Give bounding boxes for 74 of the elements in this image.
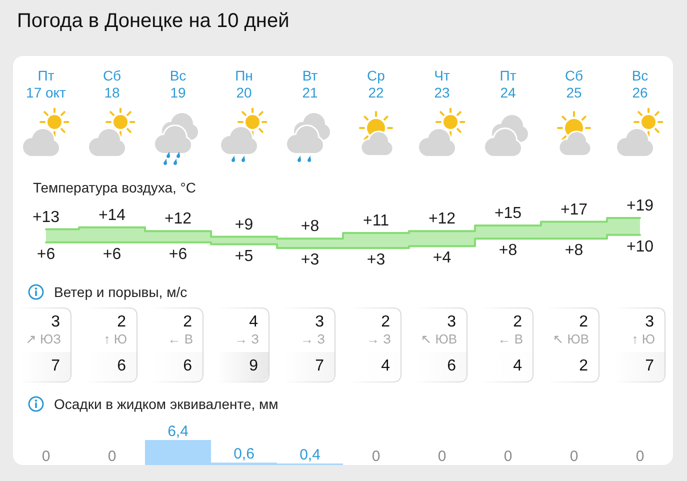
data-label: 4 xyxy=(249,314,258,330)
chart-title: Погода в Донецке на 10 дней xyxy=(17,10,290,32)
data-label: +5 xyxy=(234,248,254,265)
data-label: +12 xyxy=(428,210,456,228)
data-label: 7 xyxy=(51,358,60,374)
data-label: +11 xyxy=(363,212,390,230)
data-label: 0 xyxy=(636,448,644,465)
data-label: 6,4 xyxy=(168,423,188,440)
data-label: +12 xyxy=(164,210,192,228)
data-label: 2 xyxy=(579,314,588,330)
data-label: 2 xyxy=(381,314,390,330)
data-label: 2 xyxy=(183,314,192,330)
data-label: 2 xyxy=(117,314,126,330)
data-label: +10 xyxy=(626,238,654,256)
data-label: 6 xyxy=(117,358,126,374)
category-label: ↖ ЮВ xyxy=(552,332,589,346)
data-label: 3 xyxy=(447,314,456,330)
data-label: +8 xyxy=(498,242,518,260)
chart-title: Осадки в жидком эквиваленте, мм xyxy=(54,396,278,412)
y-axis-title: Температура воздуха, °C xyxy=(33,180,196,196)
category-label: ↗ ЮЗ xyxy=(26,332,62,346)
data-label: +8 xyxy=(300,218,320,236)
x-tick-label: Вс 26 xyxy=(632,68,648,100)
data-label: 0 xyxy=(438,448,446,465)
data-label: 3 xyxy=(315,314,324,330)
data-label: +17 xyxy=(560,201,588,218)
data-label: +13 xyxy=(32,208,60,226)
x-tick-label: Пт 17 окт xyxy=(26,68,67,100)
x-tick-label: Вс 19 xyxy=(170,68,186,100)
x-tick-label: Сб 18 xyxy=(102,68,122,100)
data-label: +6 xyxy=(168,246,188,263)
data-label: 0 xyxy=(108,448,116,465)
data-label: +9 xyxy=(234,216,254,234)
data-label: +15 xyxy=(494,205,522,222)
data-label: +8 xyxy=(564,242,584,260)
data-label: +6 xyxy=(36,246,56,263)
data-label: +3 xyxy=(300,252,320,268)
data-label: 0,6 xyxy=(234,446,254,463)
x-tick-label: Чт 23 xyxy=(434,68,450,100)
category-label: → З xyxy=(366,332,392,346)
data-label: 6 xyxy=(447,358,456,374)
x-tick-label: Пт 24 xyxy=(500,68,517,100)
data-label: 6 xyxy=(183,358,192,374)
data-label: +3 xyxy=(366,252,386,268)
data-label: +6 xyxy=(102,246,122,263)
data-label: 3 xyxy=(645,314,654,330)
data-label: +14 xyxy=(98,206,126,224)
data-label: +19 xyxy=(626,198,654,214)
data-label: 7 xyxy=(315,358,324,374)
category-label: ← В xyxy=(168,332,193,346)
data-label: 2 xyxy=(513,314,522,330)
data-label: 3 xyxy=(51,314,60,330)
data-label: 4 xyxy=(513,358,522,374)
category-label: ↖ ЮВ xyxy=(420,332,457,346)
category-label: ← В xyxy=(498,332,523,346)
data-label: 0 xyxy=(570,448,578,465)
x-tick-label: Ср 22 xyxy=(367,68,386,100)
data-label: 0,4 xyxy=(300,446,320,464)
category-label: ↑ Ю xyxy=(104,332,127,346)
data-label: +4 xyxy=(432,250,452,267)
data-label: 2 xyxy=(579,358,588,374)
data-label: 9 xyxy=(249,358,258,374)
data-label: 7 xyxy=(645,358,654,374)
category-label: → З xyxy=(300,332,326,346)
data-label: 0 xyxy=(504,448,512,465)
x-tick-label: Вт 21 xyxy=(302,68,318,100)
x-tick-label: Сб 25 xyxy=(564,68,584,100)
data-label: 0 xyxy=(42,448,50,465)
data-label: 4 xyxy=(381,358,390,374)
text: Ветер и порывы, м/с xyxy=(54,284,188,300)
data-label: 0 xyxy=(372,448,380,465)
category-label: ↑ Ю xyxy=(632,332,655,346)
x-tick-label: Пн 20 xyxy=(235,68,253,100)
category-label: → З xyxy=(234,332,260,346)
